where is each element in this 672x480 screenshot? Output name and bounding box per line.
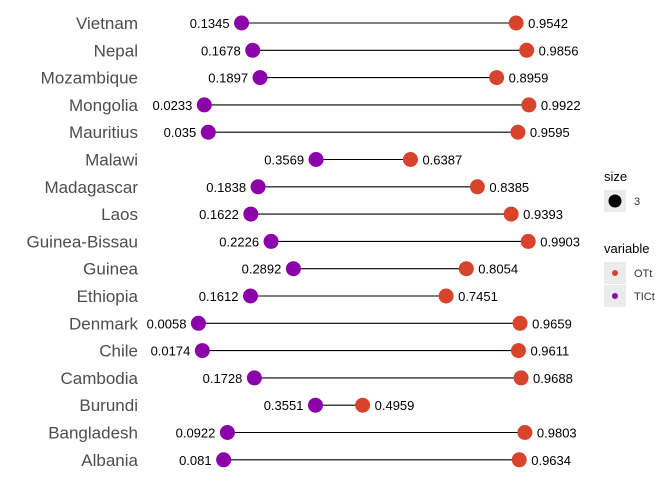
category-label: Nepal bbox=[94, 41, 138, 60]
ott-point bbox=[511, 452, 527, 468]
ott-value-label: 0.9803 bbox=[537, 426, 577, 441]
ott-point bbox=[438, 288, 454, 304]
ott-value-label: 0.9688 bbox=[533, 371, 573, 386]
ott-value-label: 0.9922 bbox=[541, 98, 581, 113]
ott-point bbox=[402, 152, 418, 167]
tict-point bbox=[307, 397, 323, 413]
ott-value-label: 0.9659 bbox=[532, 316, 572, 331]
tict-value-label: 0.0922 bbox=[176, 426, 216, 441]
ott-point bbox=[489, 70, 505, 86]
category-label: Ethiopia bbox=[77, 287, 139, 306]
legend-dot-tict bbox=[612, 293, 618, 299]
legend-dot-otT bbox=[612, 270, 618, 276]
ott-point bbox=[503, 206, 519, 222]
tict-value-label: 0.1897 bbox=[208, 71, 248, 86]
ott-point bbox=[469, 179, 485, 195]
plot-area: Vietnam 0.1345 0.9542 Nepal 0.1678 0.9856 Moza… bbox=[26, 14, 580, 470]
ott-value-label: 0.9611 bbox=[530, 344, 569, 359]
tict-point bbox=[190, 315, 206, 331]
tict-point bbox=[285, 261, 301, 277]
legend: size 3 variable OTt TICt bbox=[604, 169, 655, 307]
tict-value-label: 0.3569 bbox=[264, 153, 304, 168]
tict-point bbox=[250, 179, 266, 195]
tict-point bbox=[194, 343, 210, 359]
ott-value-label: 0.4959 bbox=[375, 398, 415, 413]
tict-point bbox=[245, 42, 261, 58]
ott-value-label: 0.8959 bbox=[509, 71, 549, 86]
tict-value-label: 0.035 bbox=[164, 125, 197, 140]
category-label: Guinea-Bissau bbox=[26, 232, 138, 251]
tict-value-label: 0.1612 bbox=[199, 289, 239, 304]
ott-point bbox=[458, 261, 474, 277]
category-label: Vietnam bbox=[76, 14, 138, 33]
ott-value-label: 0.9542 bbox=[528, 16, 568, 31]
legend-variable-title: variable bbox=[604, 241, 650, 256]
tict-value-label: 0.0233 bbox=[153, 98, 193, 113]
category-label: Denmark bbox=[69, 314, 138, 333]
legend-size-dot bbox=[608, 194, 622, 208]
legend-size-value: 3 bbox=[634, 196, 640, 208]
ott-point bbox=[520, 233, 536, 249]
ott-point bbox=[517, 425, 533, 440]
tict-point bbox=[243, 206, 259, 222]
ott-point bbox=[510, 124, 526, 140]
category-label: Cambodia bbox=[61, 369, 139, 388]
tict-value-label: 0.1345 bbox=[190, 16, 230, 31]
legend-label-otT: OTt bbox=[634, 268, 652, 280]
category-label: Burundi bbox=[79, 396, 138, 415]
tict-value-label: 0.1622 bbox=[199, 207, 239, 222]
tict-point bbox=[263, 233, 279, 249]
legend-label-tict: TICt bbox=[634, 291, 655, 303]
ott-value-label: 0.9634 bbox=[531, 453, 571, 468]
tict-value-label: 0.1728 bbox=[203, 371, 243, 386]
tict-value-label: 0.1678 bbox=[201, 43, 241, 58]
category-label: Mozambique bbox=[41, 69, 138, 88]
category-label: Mauritius bbox=[69, 123, 138, 142]
category-label: Madagascar bbox=[44, 178, 138, 197]
tict-point bbox=[252, 70, 268, 86]
tict-value-label: 0.2892 bbox=[242, 262, 282, 277]
ott-point bbox=[508, 15, 524, 31]
tict-point bbox=[196, 97, 212, 113]
ott-value-label: 0.6387 bbox=[422, 153, 462, 168]
ott-value-label: 0.7451 bbox=[458, 289, 498, 304]
ott-value-label: 0.8385 bbox=[489, 180, 529, 195]
ott-value-label: 0.9595 bbox=[530, 125, 570, 140]
tict-point bbox=[308, 152, 324, 167]
tict-value-label: 0.3551 bbox=[264, 398, 304, 413]
category-label: Chile bbox=[99, 342, 138, 361]
ott-point bbox=[355, 397, 371, 413]
ott-point bbox=[519, 42, 535, 58]
category-label: Guinea bbox=[83, 260, 138, 279]
ott-value-label: 0.9856 bbox=[539, 43, 579, 58]
ott-value-label: 0.9903 bbox=[540, 234, 580, 249]
tict-value-label: 0.1838 bbox=[206, 180, 246, 195]
tict-point bbox=[243, 288, 259, 304]
tict-point bbox=[200, 124, 216, 140]
tict-value-label: 0.0174 bbox=[151, 344, 191, 359]
category-label: Albania bbox=[81, 451, 138, 470]
ott-point bbox=[512, 315, 528, 331]
ott-point bbox=[521, 97, 537, 113]
tict-point bbox=[216, 452, 232, 468]
category-label: Bangladesh bbox=[48, 424, 138, 443]
ott-point bbox=[513, 370, 529, 386]
category-label: Malawi bbox=[85, 151, 138, 170]
tict-point bbox=[234, 15, 250, 31]
ott-point bbox=[510, 343, 526, 359]
category-label: Laos bbox=[101, 205, 138, 224]
category-label: Mongolia bbox=[69, 96, 139, 115]
tict-value-label: 0.2226 bbox=[219, 234, 259, 249]
tict-value-label: 0.081 bbox=[179, 453, 212, 468]
tict-point bbox=[219, 425, 235, 440]
tict-point bbox=[246, 370, 262, 386]
legend-size-title: size bbox=[604, 169, 627, 184]
ott-value-label: 0.9393 bbox=[523, 207, 563, 222]
tict-value-label: 0.0058 bbox=[147, 316, 187, 331]
ott-value-label: 0.8054 bbox=[478, 262, 518, 277]
